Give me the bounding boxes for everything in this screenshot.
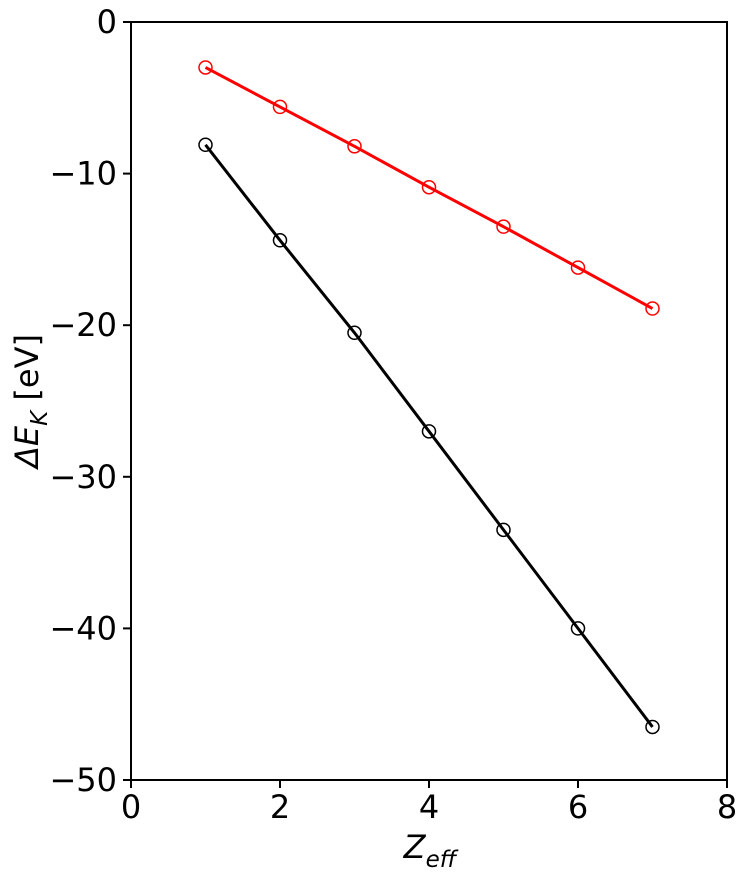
y-label-main: ΔE: [8, 425, 46, 471]
data-point: [570, 260, 586, 275]
y-tick-label: 0: [97, 3, 117, 41]
data-point: [198, 137, 213, 153]
x-tick-label: 4: [419, 788, 439, 826]
data-point: [347, 325, 362, 341]
x-label-main: Z: [403, 828, 427, 866]
y-axis-label: ΔEK [eV]: [8, 334, 53, 471]
data-point: [347, 139, 362, 154]
series-line: [204, 143, 654, 728]
plot-frame: [130, 21, 728, 781]
data-point: [645, 301, 660, 316]
y-label-sub: K: [27, 409, 53, 426]
data-point: [272, 99, 288, 115]
y-label-rest: [eV]: [8, 334, 46, 411]
y-tick-label: −20: [49, 306, 117, 344]
y-tick-label: −30: [49, 458, 117, 496]
x-tick-label: 6: [568, 788, 588, 826]
data-point: [645, 719, 660, 735]
data-point: [421, 424, 437, 439]
y-tick-label: −10: [49, 155, 117, 193]
data-point: [272, 233, 288, 248]
x-tick-label: 2: [270, 788, 290, 826]
data-point: [570, 621, 586, 636]
x-label-sub: eff: [426, 847, 459, 873]
data-point: [198, 60, 213, 75]
data-point: [496, 219, 511, 234]
y-tick-label: −50: [49, 761, 117, 799]
x-tick-label: 0: [121, 788, 141, 826]
y-tick-label: −40: [49, 609, 117, 647]
x-tick-label: 8: [717, 788, 737, 826]
data-point: [496, 522, 511, 538]
series-line: [204, 66, 654, 310]
data-point: [421, 179, 437, 195]
x-axis-label: Zeff: [403, 828, 459, 873]
